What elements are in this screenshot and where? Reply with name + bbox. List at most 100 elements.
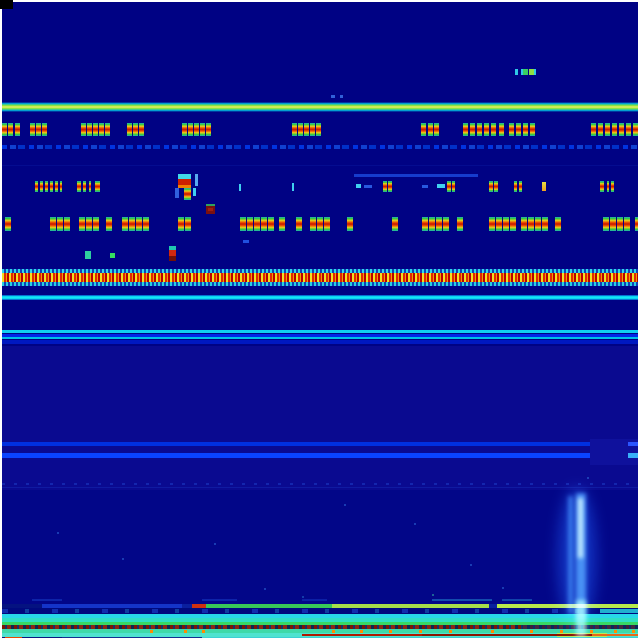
heatmap-dash xyxy=(510,217,516,231)
heatmap-dash xyxy=(40,181,43,192)
heatmap-background-section xyxy=(2,490,638,604)
heatmap-band-segment xyxy=(332,604,489,608)
heatmap-band xyxy=(2,165,638,166)
signal-plume xyxy=(568,496,573,614)
heatmap-dash xyxy=(106,217,112,231)
heatmap-noise-dot xyxy=(122,558,124,560)
heatmap-blob xyxy=(169,256,176,261)
heatmap-dash xyxy=(489,181,493,192)
heatmap-dash xyxy=(188,123,193,136)
heatmap-dash xyxy=(494,181,498,192)
heatmap-band-segment xyxy=(628,442,638,446)
heatmap-dash xyxy=(611,181,614,192)
heatmap-dash xyxy=(127,123,132,136)
heatmap-band-segment xyxy=(2,442,590,446)
heatmap-dash xyxy=(635,217,638,231)
heatmap-band-segment xyxy=(182,604,192,608)
heatmap-dash xyxy=(136,217,142,231)
heatmap-dash xyxy=(310,123,315,136)
heatmap-band xyxy=(2,618,638,622)
heatmap-dash xyxy=(64,217,70,231)
heatmap-dash xyxy=(477,123,482,136)
heatmap-band xyxy=(2,337,638,339)
heatmap-dash xyxy=(93,217,99,231)
heatmap-dash xyxy=(470,123,475,136)
heatmap-hot-dot xyxy=(360,630,363,633)
heatmap-blob xyxy=(534,69,536,75)
heatmap-hot-dot xyxy=(184,630,187,633)
heatmap-dash xyxy=(77,181,81,192)
heatmap-dash xyxy=(254,217,260,231)
heatmap-dash xyxy=(182,123,187,136)
heatmap-striped-band xyxy=(2,609,638,613)
heatmap-band xyxy=(2,629,638,633)
heatmap-band xyxy=(2,622,638,625)
heatmap-dash xyxy=(555,217,561,231)
heatmap-noise-dot xyxy=(432,594,434,596)
heatmap-dash xyxy=(81,123,86,136)
heatmap-band-segment xyxy=(202,637,638,638)
heatmap-hot-dot xyxy=(590,630,593,633)
heatmap-hot-dot xyxy=(614,630,617,633)
heatmap-hot-dot xyxy=(449,630,452,633)
heatmap-band-segment xyxy=(422,634,592,636)
heatmap-dash xyxy=(463,123,468,136)
heatmap-dash xyxy=(45,181,48,192)
heatmap-dash xyxy=(178,217,184,231)
heatmap-dash xyxy=(261,217,267,231)
heatmap-band xyxy=(2,614,638,618)
heatmap-blob xyxy=(178,185,191,188)
heatmap-dash xyxy=(516,123,521,136)
heatmap-dash xyxy=(528,217,534,231)
heatmap-band-segment xyxy=(432,599,492,601)
heatmap-blob xyxy=(529,69,534,75)
heatmap-dash xyxy=(364,185,372,188)
heatmap-dash xyxy=(5,217,11,231)
heatmap-band-segment xyxy=(42,604,182,608)
heatmap-noise-dot xyxy=(414,523,416,525)
heatmap-dash xyxy=(428,123,433,136)
heatmap-dash xyxy=(247,217,253,231)
heatmap-dash xyxy=(79,217,85,231)
heatmap-dash xyxy=(105,123,110,136)
heatmap-dash xyxy=(610,217,616,231)
heatmap-band-segment xyxy=(302,634,422,636)
heatmap-blob xyxy=(169,246,176,250)
heatmap-dash xyxy=(55,181,58,192)
heatmap-blob xyxy=(523,69,528,75)
heatmap-band-segment xyxy=(302,599,327,601)
heatmap-dash xyxy=(89,181,91,192)
heatmap-dash xyxy=(598,123,603,136)
heatmap-band xyxy=(2,334,638,337)
heatmap-band-segment xyxy=(202,599,237,601)
heatmap-dash xyxy=(2,123,7,136)
heatmap-band-segment xyxy=(2,637,62,638)
heatmap-dash xyxy=(206,123,211,136)
corner-mark xyxy=(0,0,13,9)
heatmap-band xyxy=(2,487,638,488)
heatmap-noise-dot xyxy=(264,588,266,590)
heatmap-dash xyxy=(15,123,20,136)
heatmap-blob xyxy=(521,69,523,75)
heatmap-noise-dot xyxy=(470,564,472,566)
heatmap-dash xyxy=(422,185,428,188)
heatmap-blob xyxy=(178,179,191,185)
heatmap-dash xyxy=(530,123,535,136)
heatmap-dash xyxy=(316,123,321,136)
heatmap-dash xyxy=(194,123,199,136)
heatmap-blob xyxy=(110,253,115,258)
heatmap-band xyxy=(2,102,638,112)
heatmap-dash xyxy=(612,123,617,136)
heatmap-dash xyxy=(50,217,56,231)
heatmap-band xyxy=(2,330,638,333)
heatmap-dash xyxy=(519,181,522,192)
heatmap-hot-dot xyxy=(530,630,533,633)
heatmap-dash xyxy=(240,217,246,231)
heatmap-dash xyxy=(626,123,631,136)
heatmap-band-segment xyxy=(592,634,638,636)
heatmap-striped-band xyxy=(2,483,638,485)
heatmap-dash xyxy=(239,184,241,191)
heatmap-dash xyxy=(292,123,297,136)
heatmap-dash xyxy=(8,123,13,136)
